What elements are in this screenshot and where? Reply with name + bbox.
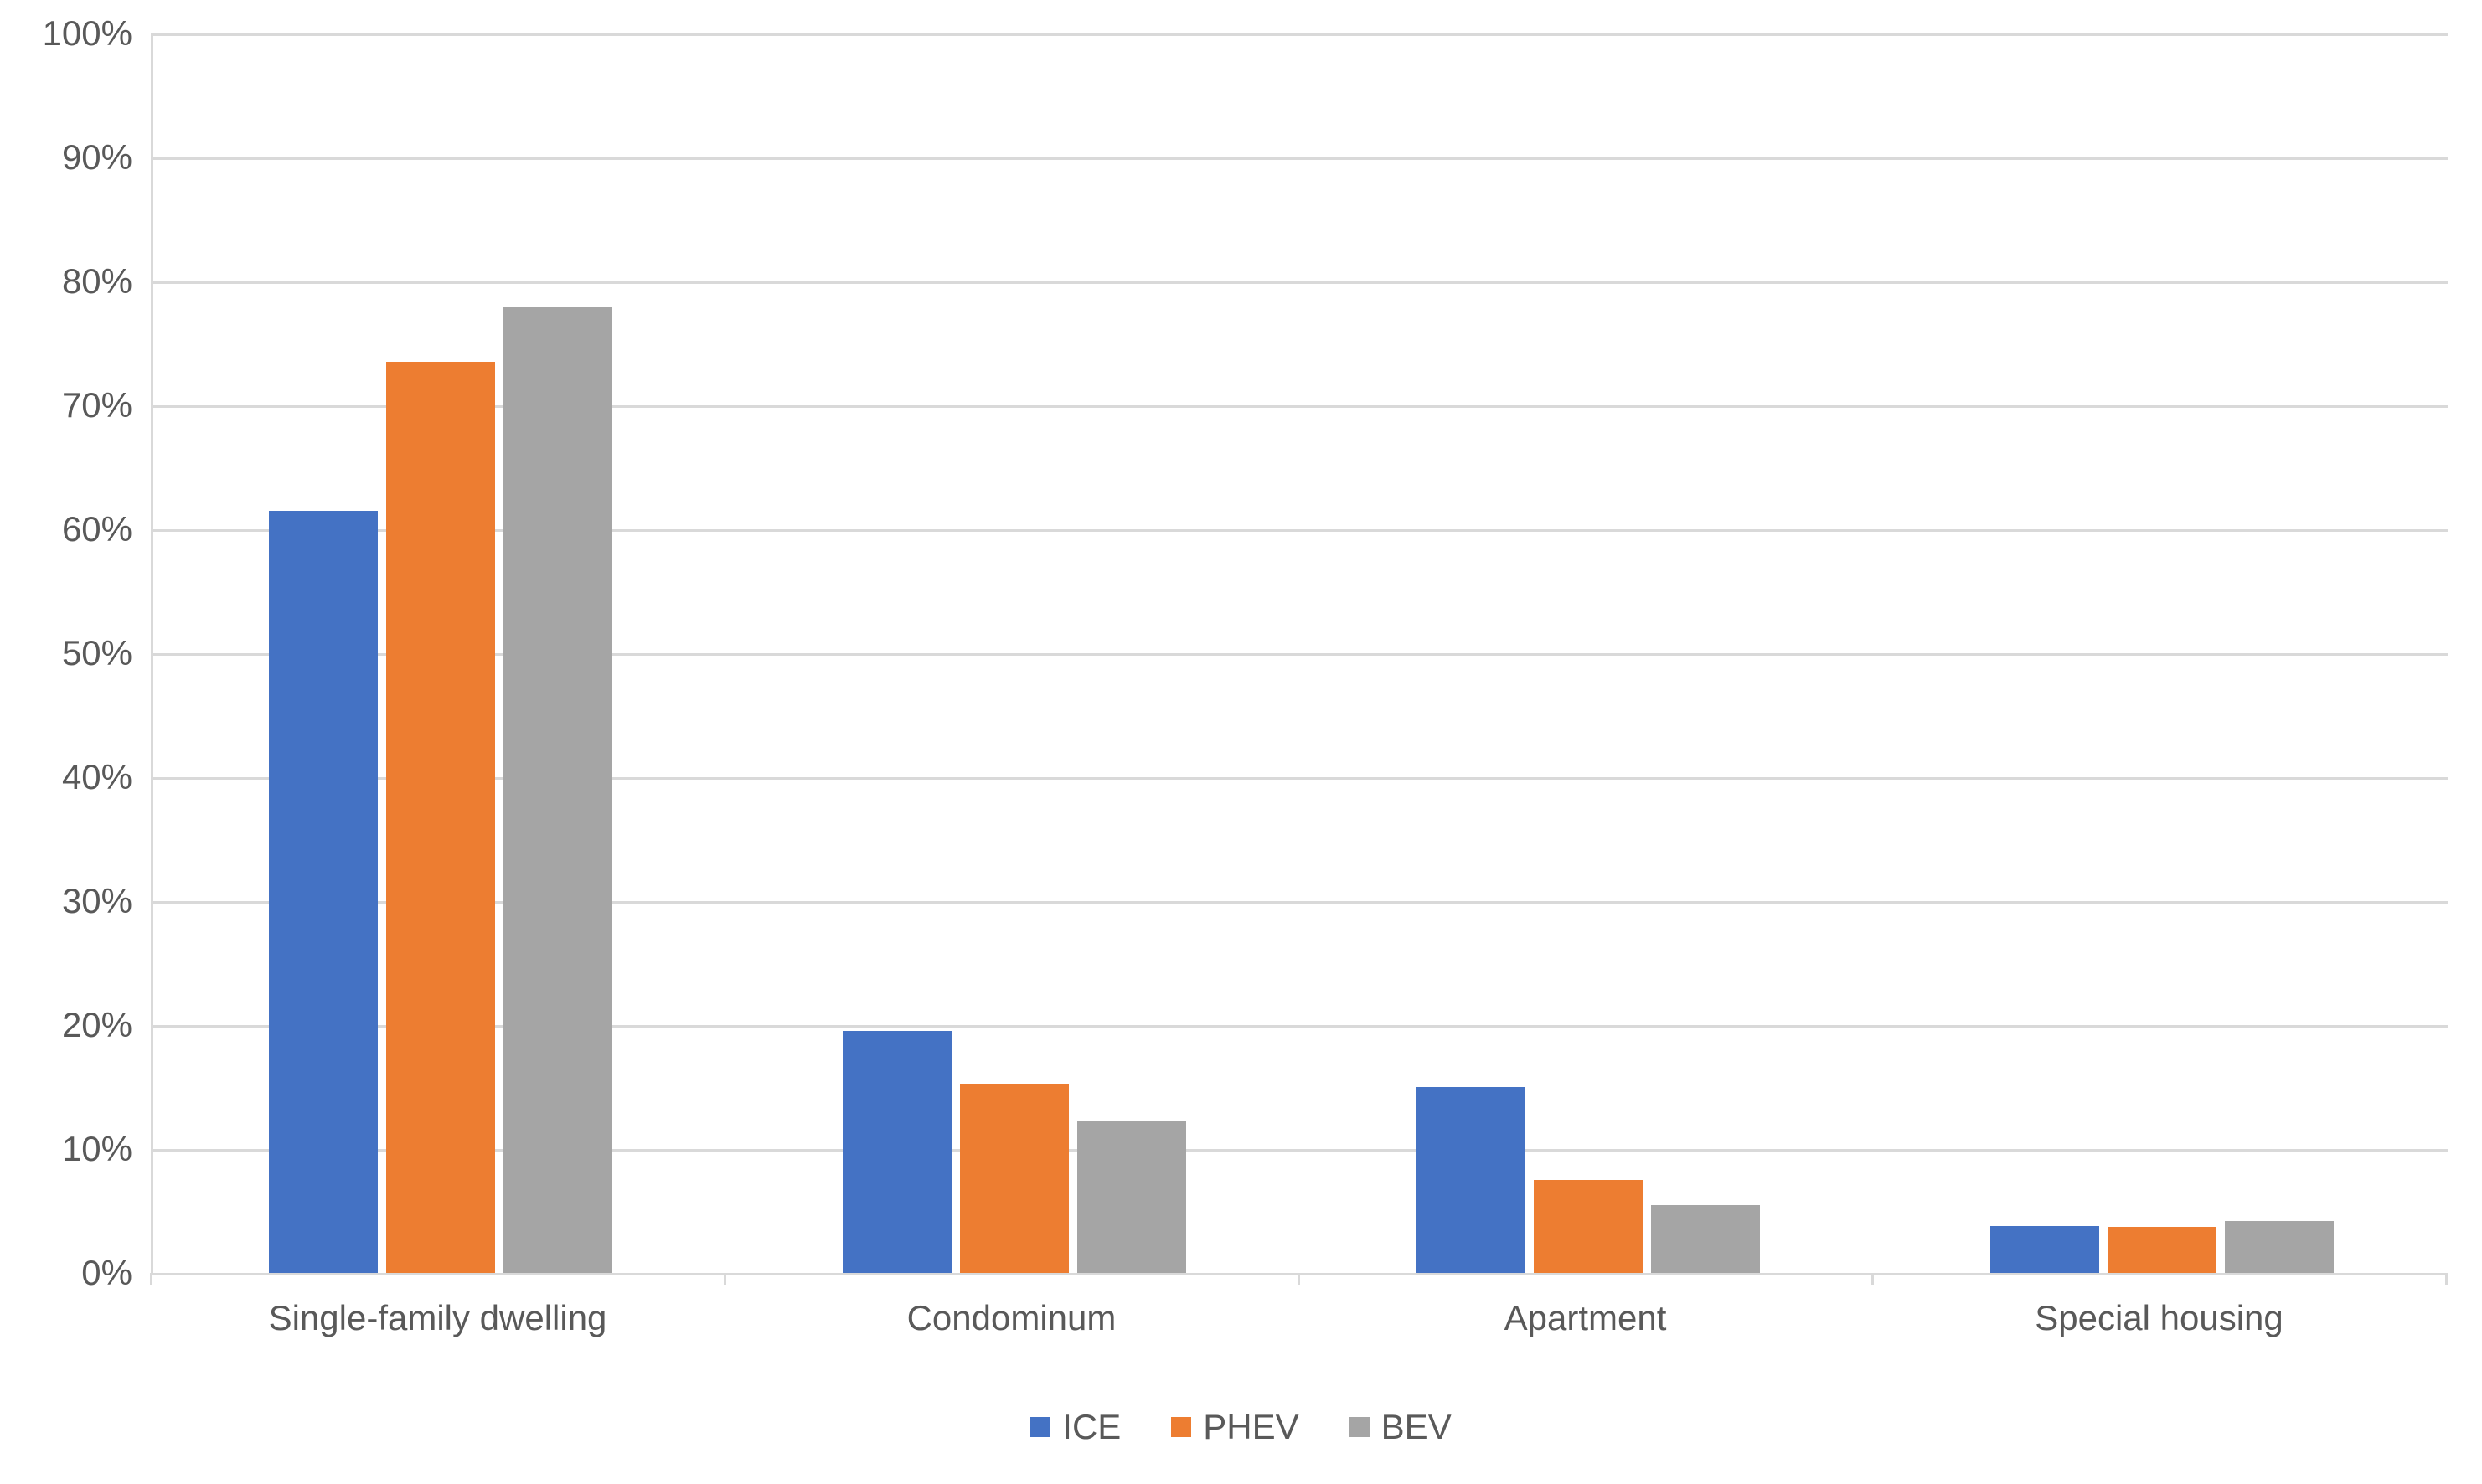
gridline xyxy=(153,33,2448,36)
bar xyxy=(1416,1087,1525,1273)
gridline xyxy=(153,157,2448,160)
x-axis-tick xyxy=(150,1273,152,1285)
legend-swatch xyxy=(1030,1417,1050,1437)
bar xyxy=(503,307,612,1273)
x-axis-tick xyxy=(1871,1273,1874,1285)
legend-swatch xyxy=(1171,1417,1191,1437)
bar xyxy=(386,362,495,1273)
x-axis-tick xyxy=(1298,1273,1300,1285)
y-axis-tick-label: 90% xyxy=(62,137,132,178)
x-axis-category-label: Apartment xyxy=(1504,1298,1667,1338)
gridline xyxy=(153,1025,2448,1028)
y-axis-tick-label: 10% xyxy=(62,1129,132,1169)
legend-label: BEV xyxy=(1381,1407,1452,1447)
y-axis-tick-label: 80% xyxy=(62,261,132,301)
legend-item: ICE xyxy=(1030,1407,1121,1447)
y-axis-tick-label: 30% xyxy=(62,881,132,921)
gridline xyxy=(153,653,2448,656)
bar xyxy=(1534,1180,1643,1273)
gridline xyxy=(153,777,2448,780)
y-axis-tick-label: 20% xyxy=(62,1005,132,1045)
gridline xyxy=(153,1149,2448,1152)
bar xyxy=(843,1031,952,1273)
bar xyxy=(2108,1227,2216,1273)
y-axis-tick-label: 50% xyxy=(62,633,132,673)
legend: ICE PHEV BEV xyxy=(0,1407,2482,1447)
bar xyxy=(1651,1205,1760,1273)
bar xyxy=(269,511,378,1273)
bar xyxy=(960,1084,1069,1273)
plot-area xyxy=(151,33,2448,1275)
x-axis-category-label: Special housing xyxy=(2035,1298,2283,1338)
legend-item: PHEV xyxy=(1171,1407,1298,1447)
y-axis-tick-label: 100% xyxy=(43,13,132,54)
x-axis-category-label: Condominum xyxy=(907,1298,1117,1338)
legend-label: PHEV xyxy=(1203,1407,1298,1447)
gridline xyxy=(153,901,2448,904)
x-axis-category-label: Single-family dwelling xyxy=(269,1298,607,1338)
legend-swatch xyxy=(1349,1417,1370,1437)
x-axis-tick xyxy=(2445,1273,2448,1285)
gridline xyxy=(153,281,2448,284)
y-axis-tick-label: 40% xyxy=(62,757,132,797)
y-axis-tick-label: 0% xyxy=(81,1253,132,1293)
grouped-bar-chart: 0% 10% 20% 30% 40% 50% 60% 70% 80% 90% 100% Single-… xyxy=(0,0,2482,1484)
legend-label: ICE xyxy=(1062,1407,1121,1447)
bar xyxy=(1990,1226,2099,1273)
bar xyxy=(1077,1121,1186,1273)
y-axis-tick-label: 70% xyxy=(62,385,132,425)
gridline xyxy=(153,405,2448,408)
x-axis-tick xyxy=(724,1273,726,1285)
gridline xyxy=(153,529,2448,532)
legend-item: BEV xyxy=(1349,1407,1452,1447)
bar xyxy=(2225,1221,2334,1273)
y-axis-tick-label: 60% xyxy=(62,509,132,549)
